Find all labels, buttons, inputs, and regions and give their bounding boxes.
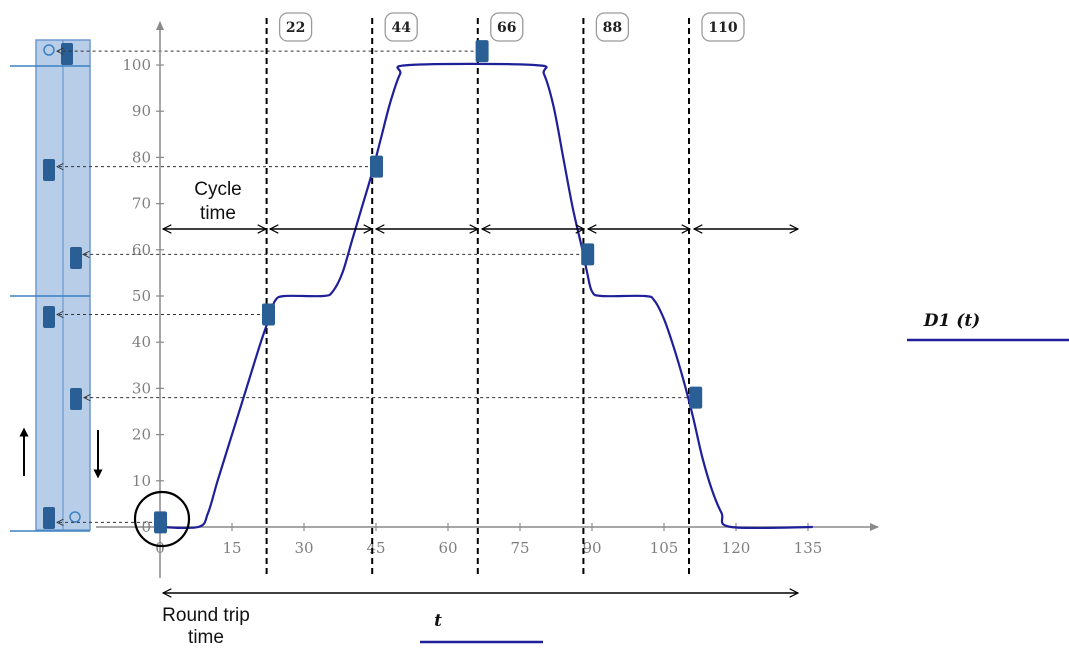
pulley-bottom-icon	[69, 511, 81, 523]
cycle-time-callout-label: 110	[708, 20, 737, 36]
curve-marker	[689, 386, 703, 409]
car-block	[70, 388, 82, 410]
projection-leaders	[57, 51, 688, 522]
y-ticks: 0 10 20 30 40 50 60 70 80 90 100	[122, 56, 164, 536]
car-block	[61, 43, 73, 65]
x-tick-label: 15	[222, 539, 241, 557]
curve-marker	[475, 40, 489, 63]
curve-marker	[370, 155, 383, 178]
cycle-time-label-line2: time	[200, 203, 236, 224]
y-tick-label: 50	[132, 287, 151, 305]
cycle-markers: 22 44 66 88 110	[265, 12, 745, 578]
x-tick-label: 135	[794, 539, 823, 557]
x-tick-label: 0	[155, 539, 165, 557]
round-trip-label-line2: time	[188, 627, 224, 648]
car-block	[43, 159, 55, 181]
cycle-time-callout-label: 44	[391, 20, 411, 36]
y-tick-label: 80	[132, 148, 151, 166]
pulley-top-icon	[43, 44, 55, 56]
car-block	[70, 247, 82, 269]
cycle-time-callout-label: 22	[286, 20, 305, 36]
cycle-time-label-line1: Cycle	[194, 179, 242, 200]
y-tick-label: 60	[132, 241, 151, 259]
round-trip-label-line1: Round trip	[162, 605, 250, 626]
cycle-time-callout	[278, 12, 313, 42]
y-tick-label: 100	[122, 56, 151, 74]
car-block	[43, 306, 55, 328]
position-curve	[159, 62, 813, 530]
x-tick-label: 75	[510, 539, 529, 557]
y-tick-label: 10	[132, 472, 151, 490]
x-ticks: 0 15 30 45 60 75 90 105 120 135	[155, 523, 822, 557]
cycle-time-callout	[490, 12, 524, 42]
cycle-time-callout	[384, 12, 418, 42]
y-tick-label: 30	[132, 379, 151, 397]
legend-label: D1 (t)	[923, 311, 980, 331]
elevator-shaft	[10, 39, 103, 532]
x-tick-label: 60	[438, 539, 457, 557]
curve-marker	[581, 243, 595, 266]
y-tick-label: 40	[132, 333, 151, 351]
x-tick-label: 30	[294, 539, 313, 557]
cycle-time-callout-label: 66	[497, 20, 516, 36]
cycle-time-callout	[595, 12, 630, 42]
curve-marker	[154, 511, 167, 534]
car-block	[43, 507, 55, 529]
curve-marker	[262, 303, 275, 326]
x-tick-label: 105	[650, 539, 679, 557]
x-axis-label: t	[434, 611, 442, 631]
x-tick-label: 90	[582, 539, 601, 557]
x-tick-label: 120	[722, 539, 751, 557]
start-point-circle	[133, 490, 191, 548]
y-tick-label: 0	[141, 518, 151, 536]
cycle-time-callout	[701, 12, 745, 42]
y-tick-label: 20	[132, 426, 151, 444]
y-tick-label: 70	[132, 195, 151, 213]
x-tick-label: 45	[366, 539, 385, 557]
curve-markers	[154, 40, 703, 534]
y-tick-label: 90	[132, 102, 151, 120]
cycle-time-callout-label: 88	[603, 20, 622, 36]
